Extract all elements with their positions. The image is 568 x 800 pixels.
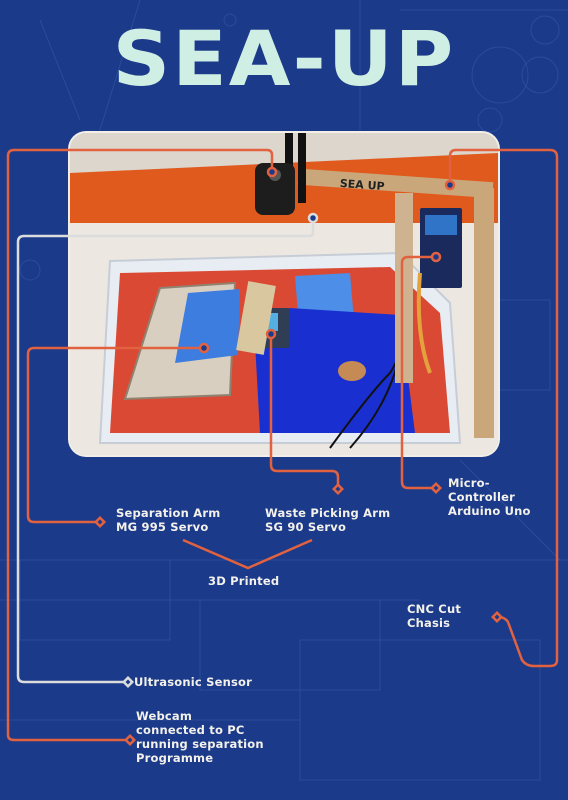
label-waste-picking-arm: Waste Picking Arm SG 90 Servo [265, 506, 391, 534]
label-3d-printed: 3D Printed [208, 574, 280, 588]
label-ultrasonic-sensor: Ultrasonic Sensor [134, 675, 252, 689]
label-microcontroller: Micro- Controller Arduino Uno [448, 476, 531, 518]
photo-illustration: SEA UP [70, 133, 498, 455]
label-webcam: Webcam connected to PC running separatio… [136, 709, 264, 765]
product-photo: SEA UP [70, 133, 498, 455]
label-chasis: CNC Cut Chasis [407, 602, 462, 630]
label-separation-arm: Separation Arm MG 995 Servo [116, 506, 221, 534]
photo-label-text: SEA UP [339, 177, 385, 193]
page-title: SEA-UP [112, 14, 456, 103]
